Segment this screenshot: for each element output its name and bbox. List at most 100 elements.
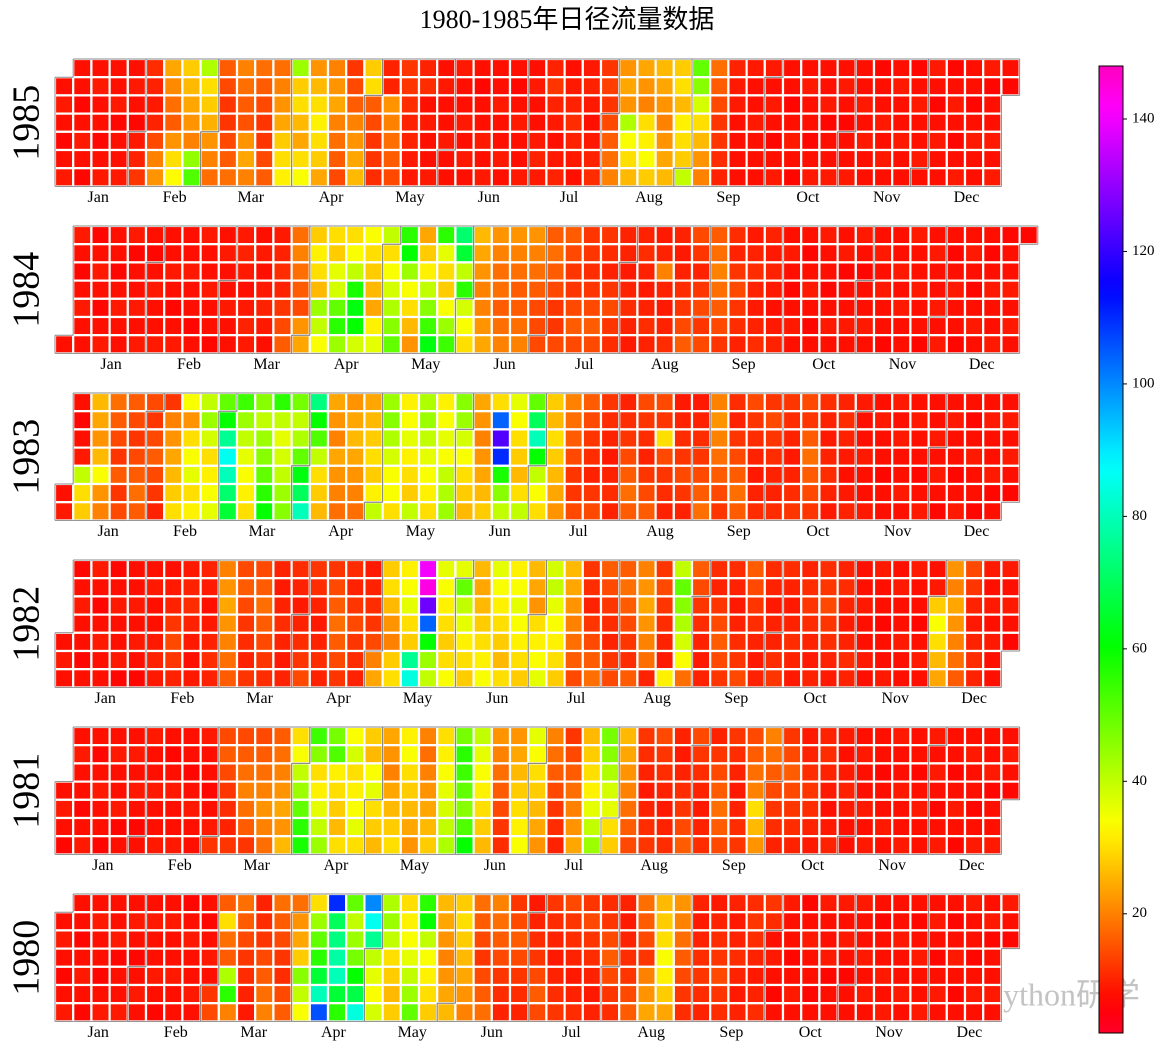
day-cell — [800, 1002, 821, 1023]
day-cell — [472, 577, 493, 598]
day-cell — [945, 892, 967, 914]
day-cell — [381, 446, 402, 467]
day-cell — [545, 780, 566, 801]
day-cell — [345, 464, 366, 486]
day-cell — [527, 112, 548, 133]
day-cell — [618, 725, 639, 747]
day-cell — [508, 965, 530, 987]
day-cell — [636, 167, 657, 188]
day-cell — [599, 446, 621, 467]
day-cell — [818, 744, 839, 765]
day-cell — [490, 613, 512, 634]
day-cell — [290, 76, 311, 97]
day-cell — [181, 279, 202, 300]
day-cell — [235, 57, 257, 79]
month-label: May — [395, 189, 424, 206]
day-cell — [235, 261, 257, 282]
day-cell — [854, 482, 876, 504]
day-cell — [727, 428, 748, 449]
day-cell — [472, 279, 493, 300]
day-cell — [436, 613, 457, 634]
day-cell — [472, 130, 493, 152]
day-cell — [581, 148, 603, 170]
day-cell — [290, 130, 311, 152]
day-cell — [545, 744, 566, 765]
day-cell — [108, 243, 129, 264]
day-cell — [618, 762, 639, 783]
day-cell — [945, 595, 967, 616]
day-cell — [818, 94, 839, 115]
day-cell — [763, 482, 785, 504]
day-cell — [636, 892, 657, 914]
day-cell — [709, 315, 730, 337]
day-cell — [163, 94, 184, 115]
day-cell — [818, 57, 839, 79]
day-cell — [363, 391, 384, 413]
day-cell — [982, 558, 1003, 580]
day-cell — [872, 279, 894, 300]
day-cell — [745, 482, 766, 504]
day-cell — [490, 76, 512, 97]
day-cell — [927, 315, 948, 337]
day-cell — [527, 1002, 548, 1023]
day-cell — [454, 668, 475, 689]
day-cell — [618, 167, 639, 188]
day-cell — [672, 94, 694, 115]
day-cell — [599, 315, 621, 337]
day-cell — [836, 76, 857, 97]
day-cell — [599, 130, 621, 152]
day-cell — [818, 983, 839, 1005]
day-cell — [581, 446, 603, 467]
day-cell — [308, 911, 330, 932]
day-cell — [508, 57, 530, 79]
day-cell — [254, 112, 275, 133]
day-cell — [490, 243, 512, 264]
day-cell — [345, 410, 366, 431]
day-cell — [690, 613, 712, 634]
month-borders — [54, 225, 1039, 354]
day-cell — [508, 464, 530, 486]
day-cell — [709, 983, 730, 1005]
day-cell — [891, 668, 912, 689]
day-cell — [818, 297, 839, 319]
month-label: Apr — [323, 857, 349, 874]
day-cell — [636, 780, 657, 801]
day-cell — [272, 57, 293, 79]
day-cell — [781, 501, 803, 522]
day-cell — [490, 668, 512, 689]
day-cell — [90, 1002, 111, 1023]
day-cell — [963, 762, 985, 783]
day-cell — [90, 595, 111, 616]
month-label: Jan — [100, 356, 121, 373]
day-cell — [90, 725, 111, 747]
day-cell — [235, 334, 257, 355]
day-cell — [199, 410, 220, 431]
day-cell — [326, 947, 348, 968]
day-cell — [581, 929, 603, 950]
day-cell — [836, 446, 857, 467]
day-cell — [508, 780, 530, 801]
day-cell — [854, 668, 876, 689]
day-cell — [872, 577, 894, 598]
day-cell — [436, 334, 457, 355]
day-cell — [963, 983, 985, 1005]
day-cell — [654, 243, 675, 264]
day-cell — [891, 911, 912, 932]
day-cell — [308, 983, 330, 1005]
day-cell — [290, 965, 311, 987]
day-cell — [800, 57, 821, 79]
day-cell — [472, 780, 493, 801]
day-cell — [454, 983, 475, 1005]
month-label: May — [398, 1024, 427, 1041]
day-cell — [199, 725, 220, 747]
day-cell — [399, 167, 421, 188]
day-cell — [235, 167, 257, 188]
day-cell — [290, 762, 311, 783]
day-cell — [781, 279, 803, 300]
day-cell — [1000, 224, 1021, 246]
day-cell — [254, 649, 275, 671]
day-cell — [636, 1002, 657, 1023]
day-cell — [363, 94, 384, 115]
day-cell — [399, 816, 421, 838]
day-cell — [599, 428, 621, 449]
